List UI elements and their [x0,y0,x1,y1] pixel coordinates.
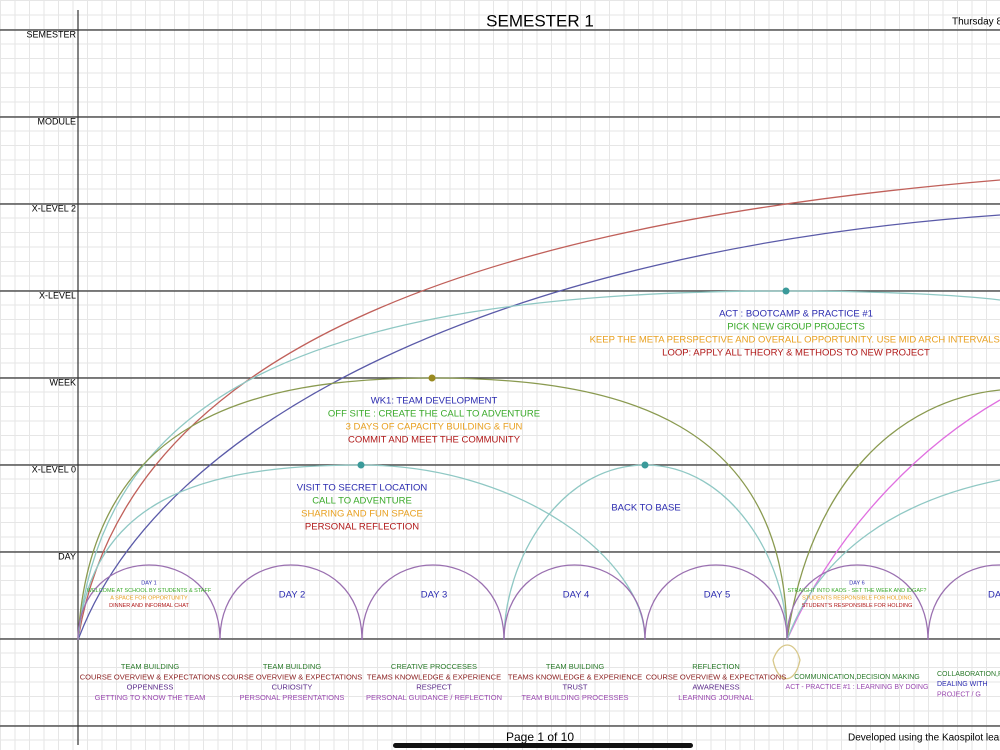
day-text: DAY 1 [141,580,156,586]
row-label: X-LEVEL 2 [32,203,76,213]
block-text: WK1: TEAM DEVELOPMENT [371,396,498,407]
day-text: DAY 3 [421,590,448,601]
session-text: REFLECTION [692,662,740,671]
day-text: DAY 4 [563,590,590,601]
session-text: TEAM BUILDING [121,662,180,671]
markers [357,287,790,469]
day-text: STUDENT'S RESPONSIBLE FOR HOLDING [802,603,913,609]
session-text: PERSONAL PRESENTATIONS [240,693,345,702]
session-text: TEAM BUILDING PROCESSES [521,693,628,702]
block-text: CALL TO ADVENTURE [312,496,412,507]
session-text: COMMUNICATION,DECISION MAKING [794,674,919,681]
session-text: DEALING WITH [937,681,988,688]
block-text: COMMIT AND MEET THE COMMUNITY [348,435,521,446]
frame [0,10,1000,745]
credit: Developed using the Kaospilot learning [848,733,1000,744]
session-text: PERSONAL GUIDANCE / REFLECTION [366,693,502,702]
session-text: COURSE OVERVIEW & EXPECTATIONS [80,672,220,681]
session-text: GETTING TO KNOW THE TEAM [95,693,206,702]
day-text: STRAIGHT INTO KAOS - SET THE WEEK AND ID… [788,588,927,594]
block-text: SHARING AND FUN SPACE [301,509,423,520]
day-text: WELCOME AT SCHOOL BY STUDENTS & STAFF [87,588,212,594]
date: Thursday 8th [952,17,1000,28]
day-text: DAY 5 [704,590,731,601]
page-number: Page 1 of 10 [506,730,574,744]
session-text: COURSE OVERVIEW & EXPECTATIONS [222,672,362,681]
title: SEMESTER 1 [486,11,594,30]
session-text: TRUST [563,683,588,692]
session-text: TEAM BUILDING [546,662,605,671]
day-text: DAY 6 [849,580,864,586]
day-text: STUDENTS RESPONSIBLE FOR HOLDING [802,595,912,601]
session-text: OPPENNESS [127,683,174,692]
block-text: BACK TO BASE [611,503,680,514]
block-text: OFF SITE : CREATE THE CALL TO ADVENTURE [328,409,540,420]
day-text: DA [988,590,1000,601]
row-label: WEEK [49,377,76,387]
session-text: AWARENESS [692,683,739,692]
row-label: SEMESTER [26,29,76,39]
session-text: RESPECT [416,683,452,692]
session-text: COURSE OVERVIEW & EXPECTATIONS [646,672,786,681]
row-label: MODULE [37,116,76,126]
block-text: VISIT TO SECRET LOCATION [297,483,428,494]
block-text: PERSONAL REFLECTION [305,522,419,533]
block-text: LOOP: APPLY ALL THEORY & METHODS TO NEW … [662,348,930,359]
session-text: ACT - PRACTICE #1 : LEARNING BY DOING [786,684,929,691]
day-text: DINNER AND INFORMAL CHAT [109,603,189,609]
session-text: PROJECT / G [937,691,981,698]
block-text: PICK NEW GROUP PROJECTS [727,322,865,333]
session-text: COLLABORATION,PLA [937,671,1000,678]
session-text: CURIOSITY [272,683,313,692]
block-text: 3 DAYS OF CAPACITY BUILDING & FUN [346,422,523,433]
session-text: TEAM BUILDING [263,662,322,671]
day-text: A SPACE FOR OPPORTUNITY [110,595,188,601]
session-text: TEAMS KNOWLEDGE & EXPERIENCE [367,672,501,681]
arcs [77,179,1000,680]
home-indicator [393,743,693,748]
session-text: LEARNING JOURNAL [678,693,753,702]
day-text: DAY 2 [279,590,306,601]
row-label: X-LEVEL [39,290,76,300]
session-text: TEAMS KNOWLEDGE & EXPERIENCE [508,672,642,681]
session-text: CREATIVE PROCCESES [391,662,477,671]
block-text: ACT : BOOTCAMP & PRACTICE #1 [719,309,873,320]
row-label: X-LEVEL 0 [32,464,76,474]
row-label: DAY [58,551,76,561]
block-text: KEEP THE META PERSPECTIVE AND OVERALL OP… [590,335,1000,346]
